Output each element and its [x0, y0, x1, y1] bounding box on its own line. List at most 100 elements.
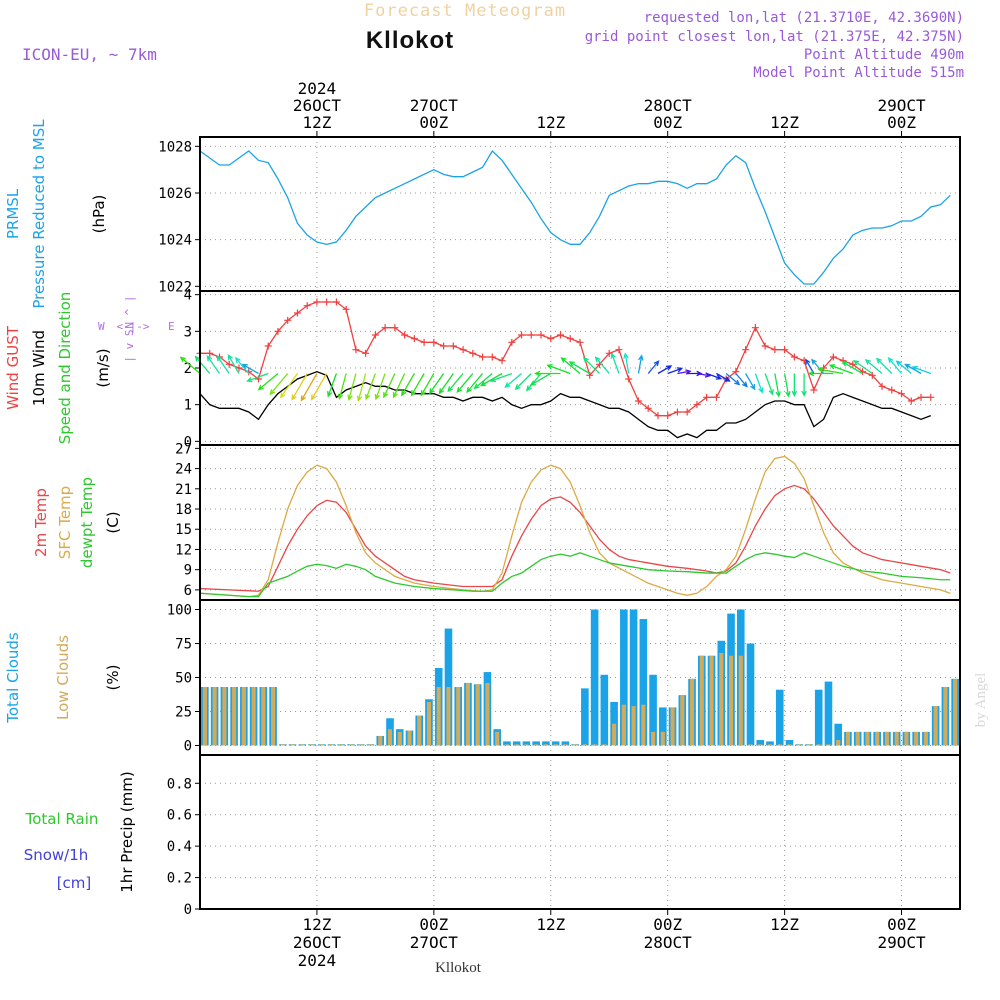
- wind-direction-arrow: [853, 360, 873, 375]
- top-time-label: 26OCT: [293, 96, 342, 115]
- wind-direction-arrow: [807, 370, 834, 377]
- low-cloud-bar: [222, 687, 227, 746]
- wind-direction-arrow: [783, 373, 791, 398]
- low-cloud-bar: [553, 744, 558, 746]
- bottom-time-label: 2024: [298, 951, 337, 970]
- low-cloud-bar: [387, 729, 393, 746]
- low-cloud-bar: [914, 731, 919, 746]
- gust-marker: [332, 298, 340, 306]
- y-tick-label: 0.6: [167, 808, 192, 824]
- gust-marker: [907, 397, 915, 405]
- y-axis-label: (m/s): [94, 348, 112, 387]
- low-cloud-bar: [202, 687, 207, 746]
- low-cloud-bar: [660, 731, 665, 746]
- wind-direction-arrow: [438, 373, 454, 395]
- gust-marker: [323, 298, 331, 306]
- low-cloud-bar: [495, 731, 500, 746]
- wind-direction-arrow: [291, 373, 308, 401]
- gust-marker: [430, 338, 438, 346]
- series-wind10m-line: [199, 370, 931, 439]
- low-cloud-bar: [787, 744, 792, 746]
- wind-direction-arrow: [887, 357, 903, 374]
- gust-marker: [625, 375, 633, 383]
- gust-marker: [352, 346, 360, 354]
- top-time-label: 29OCT: [877, 96, 926, 115]
- gust-marker: [761, 342, 769, 350]
- wind-direction-arrow: [310, 373, 328, 401]
- wind-direction-arrow: [594, 356, 610, 374]
- low-cloud-bar: [319, 744, 324, 746]
- grid-point-coordinates: grid point closest lon,lat (21.375E, 42.…: [585, 29, 964, 45]
- wind-direction-arrow: [637, 354, 644, 374]
- bottom-time-label: 12Z: [770, 915, 799, 934]
- gust-marker: [664, 412, 672, 420]
- low-cloud-bar: [816, 744, 821, 746]
- gust-marker: [693, 401, 701, 409]
- gust-marker: [264, 342, 272, 350]
- gust-marker: [829, 353, 837, 361]
- low-cloud-bar: [504, 744, 509, 746]
- y-axis-label: PRMSL: [4, 188, 22, 239]
- y-tick-label: 12: [175, 542, 192, 558]
- wind-direction-arrow: [667, 367, 684, 375]
- compass-arrows: <-|->: [116, 320, 149, 333]
- low-cloud-bar: [933, 706, 938, 746]
- wind-direction-arrow: [774, 373, 781, 398]
- y-axis-label: Speed and Direction: [56, 292, 74, 445]
- gust-marker: [771, 346, 779, 354]
- total-cloud-bar: [522, 741, 531, 746]
- y-axis-label: Low Clouds: [54, 635, 72, 720]
- wind-direction-arrow: [716, 372, 731, 382]
- wind-direction-arrow: [725, 373, 741, 386]
- low-cloud-bar: [651, 731, 656, 746]
- series-t2m-line: [199, 484, 951, 592]
- gust-marker: [576, 338, 584, 346]
- wind-direction-arrow: [269, 373, 289, 396]
- low-cloud-bar: [641, 704, 646, 746]
- low-cloud-bar: [680, 695, 685, 746]
- y-tick-label: 0.4: [167, 839, 192, 855]
- gust-marker: [566, 335, 574, 343]
- top-time-label: 12Z: [536, 113, 565, 132]
- top-time-label: 27OCT: [410, 96, 459, 115]
- gust-marker: [615, 346, 623, 354]
- low-cloud-bar: [446, 687, 451, 746]
- y-tick-label: 2: [184, 361, 192, 377]
- gust-marker: [235, 364, 243, 372]
- top-time-label: 00Z: [887, 113, 916, 132]
- low-cloud-bar: [212, 687, 217, 746]
- gust-marker: [459, 346, 467, 354]
- bottom-time-label: 00Z: [887, 915, 916, 934]
- low-cloud-bar: [728, 655, 734, 746]
- low-cloud-bar: [290, 744, 295, 746]
- requested-coordinates: requested lon,lat (21.3710E, 42.3690N): [644, 10, 964, 26]
- wind-direction-arrow: [216, 355, 230, 374]
- bottom-time-label: 29OCT: [877, 933, 926, 952]
- gust-marker: [206, 349, 214, 357]
- model-point-altitude: Model Point Altitude 515m: [753, 65, 964, 81]
- compass-north-label: N ^ |: [123, 295, 136, 328]
- y-tick-label: 75: [175, 637, 192, 653]
- low-cloud-bar: [884, 731, 889, 746]
- low-cloud-bar: [232, 687, 237, 746]
- low-cloud-bar: [865, 731, 870, 746]
- wind-direction-arrow: [489, 372, 513, 383]
- gust-marker: [712, 393, 720, 401]
- gust-marker: [888, 386, 896, 394]
- wind-direction-arrow: [801, 373, 807, 397]
- y-tick-label: 6: [184, 583, 192, 599]
- y-axis-label: (hPa): [90, 195, 108, 234]
- wind-direction-arrow: [754, 373, 764, 394]
- y-tick-label: 1022: [158, 279, 192, 295]
- gust-marker: [440, 342, 448, 350]
- total-cloud-bar: [746, 643, 755, 746]
- y-axis-label: Pressure Reduced to MSL: [30, 119, 48, 309]
- low-cloud-bar: [670, 707, 675, 746]
- y-tick-label: 9: [184, 563, 192, 579]
- panel-wind: 0 1 2 3 4 Wind GUST 10m Wind Speed and Directio…: [4, 288, 961, 450]
- total-cloud-bar: [561, 741, 570, 746]
- wind-direction-arrow: [534, 370, 561, 377]
- model-label: ICON-EU, ~ 7km: [22, 45, 157, 64]
- gust-marker: [683, 408, 691, 416]
- total-cloud-bar: [503, 741, 511, 746]
